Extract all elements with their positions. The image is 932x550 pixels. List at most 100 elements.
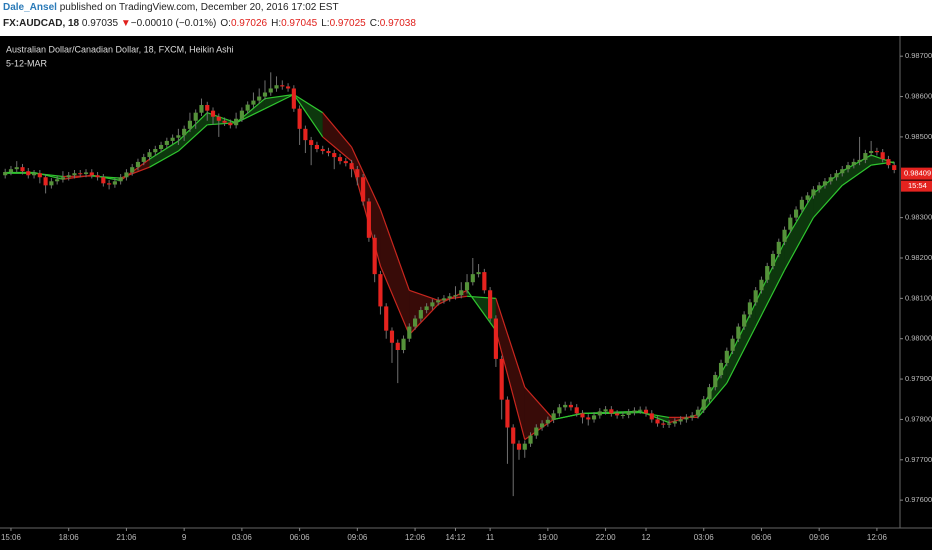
quote-value: 0.97026: [230, 18, 268, 29]
candle-body: [788, 217, 793, 230]
x-tick-label: 19:00: [538, 533, 559, 542]
candle-body: [476, 272, 481, 275]
candle-body: [580, 413, 585, 418]
candle-body: [337, 157, 343, 162]
candle-body: [759, 279, 764, 291]
ribbon-band: [524, 387, 554, 440]
candle-body: [182, 128, 187, 136]
candle-body: [26, 171, 31, 176]
ribbon-line: [524, 386, 555, 420]
candle-body: [3, 172, 8, 176]
quote-field: O:0.97026: [220, 18, 267, 29]
candle-body: [799, 199, 804, 210]
candle-body: [603, 409, 608, 412]
candle-body: [395, 342, 400, 351]
ribbon-line: [322, 136, 352, 162]
ribbon-line: [379, 265, 410, 335]
ribbon-band: [495, 298, 525, 440]
ribbon-line: [640, 411, 670, 419]
ribbon-line: [784, 217, 814, 271]
candle-body: [343, 161, 348, 164]
change: −0.00010 (−0.01%): [130, 18, 217, 29]
ribbon-band: [784, 193, 814, 271]
candle-body: [447, 296, 452, 299]
candle-body: [851, 161, 856, 166]
candle-body: [412, 318, 418, 327]
candle-body: [245, 104, 250, 111]
candle-body: [355, 169, 360, 178]
candle-body: [78, 173, 83, 175]
ribbon-line: [379, 209, 410, 291]
x-tick-label: 12:06: [867, 533, 888, 542]
candle-body: [378, 274, 383, 307]
x-tick-label: 03:06: [232, 533, 253, 542]
candle-body: [60, 177, 66, 180]
ribbon-line: [495, 330, 526, 440]
ribbon-line: [755, 269, 786, 327]
ribbon-line: [784, 193, 814, 243]
ribbon-line: [293, 94, 324, 114]
ribbon-line: [841, 164, 872, 186]
price-tag: [901, 167, 932, 180]
candle-body: [66, 175, 71, 178]
quote-value: 0.97038: [379, 18, 416, 29]
candle-body: [736, 326, 741, 339]
y-tick-label: 0.97700: [905, 455, 932, 464]
candle-body: [20, 167, 25, 172]
candle-layer: [3, 72, 897, 497]
candle-body: [31, 173, 37, 176]
candle-body: [678, 419, 683, 422]
ribbon-line: [697, 382, 728, 418]
x-tick-label: 12: [642, 533, 651, 542]
candle-body: [632, 410, 637, 413]
candle-body: [672, 421, 677, 424]
candle-body: [626, 412, 631, 415]
candle-body: [158, 144, 164, 150]
quotes: O:0.97026 H:0.97045 L:0.97025 C:0.97038: [216, 18, 416, 29]
candle-body: [805, 195, 810, 200]
candle-body: [493, 318, 498, 359]
countdown-tag: [901, 180, 932, 192]
ribbon-band: [726, 302, 756, 384]
candle-body: [609, 409, 614, 414]
author[interactable]: Dale_Ansel: [3, 2, 57, 13]
candle-body: [869, 151, 874, 154]
candle-body: [874, 151, 879, 153]
candle-body: [303, 128, 308, 141]
candle-body: [430, 302, 435, 307]
candle-body: [147, 152, 152, 158]
ribbon-line: [235, 108, 266, 124]
candle-body: [187, 120, 193, 129]
candle-body: [857, 159, 862, 162]
candle-body: [574, 407, 579, 414]
candle-body: [372, 237, 377, 275]
y-tick-label: 0.97600: [905, 495, 932, 504]
ribbon-band: [178, 112, 208, 152]
candle-body: [863, 153, 868, 160]
axis-layer: 0.97600 0.97700 0.97800 0.97900 0.98000 0.981…: [0, 36, 932, 542]
last: 0.97035: [81, 18, 119, 29]
candle-body: [701, 399, 706, 410]
chart-title: Australian Dollar/Canadian Dollar, 18, F…: [6, 44, 234, 54]
quote-label: L:: [321, 18, 330, 29]
candle-body: [753, 290, 758, 303]
candle-body: [176, 135, 181, 138]
quote-field: C:0.97038: [370, 18, 416, 29]
candle-body: [620, 414, 625, 416]
candle-body: [436, 300, 441, 303]
x-tick-label: 15:06: [1, 533, 22, 542]
ribbon-line: [149, 140, 179, 160]
x-tick-label: 09:06: [347, 533, 368, 542]
candle-body: [384, 306, 389, 331]
candle-body: [424, 306, 429, 311]
publish-line: Dale_Ansel published on TradingView.com,…: [3, 2, 339, 13]
candle-body: [568, 404, 574, 408]
candle-body: [782, 229, 787, 242]
countdown-label: 15:54: [908, 181, 927, 190]
quote-label: H:: [271, 18, 282, 29]
chart: 0.97600 0.97700 0.97800 0.97900 0.98000 0.981…: [0, 36, 932, 550]
candle-body: [638, 409, 643, 411]
candle-body: [817, 185, 822, 190]
candle-body: [684, 417, 689, 420]
